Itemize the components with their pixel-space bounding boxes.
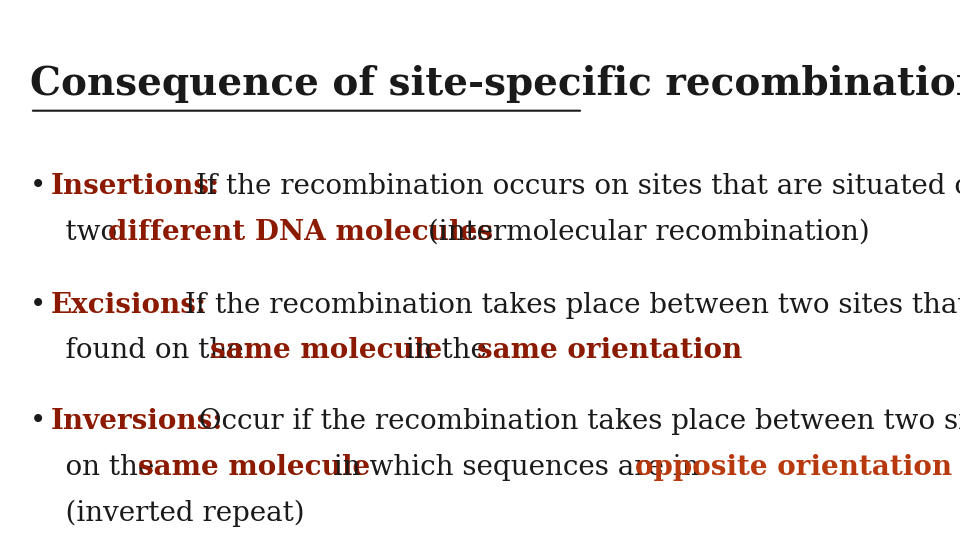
Text: Insertions:: Insertions: (50, 173, 220, 200)
Text: in which sequences are in: in which sequences are in (325, 454, 708, 481)
Text: If the recombination takes place between two sites that are: If the recombination takes place between… (177, 292, 960, 319)
Text: Inversions:: Inversions: (50, 408, 223, 435)
Text: Occur if the recombination takes place between two sites: Occur if the recombination takes place b… (189, 408, 960, 435)
Text: same orientation: same orientation (477, 338, 742, 364)
Text: found on the: found on the (30, 338, 252, 364)
Text: on the: on the (30, 454, 163, 481)
Text: •: • (30, 292, 55, 319)
Text: (intermolecular recombination): (intermolecular recombination) (419, 219, 870, 246)
Text: different DNA molecules: different DNA molecules (108, 219, 492, 246)
Text: •: • (30, 173, 55, 200)
Text: two: two (30, 219, 126, 246)
Text: opposite orientation: opposite orientation (635, 454, 952, 481)
Text: (inverted repeat): (inverted repeat) (30, 500, 304, 527)
Text: in the: in the (397, 338, 496, 364)
Text: same molecule: same molecule (137, 454, 370, 481)
Text: •: • (30, 408, 55, 435)
Text: Consequence of site-specific recombination: Consequence of site-specific recombinati… (30, 65, 960, 103)
Text: If the recombination occurs on sites that are situated on: If the recombination occurs on sites tha… (187, 173, 960, 200)
Text: same molecule: same molecule (209, 338, 442, 364)
Text: Excisions:: Excisions: (50, 292, 206, 319)
